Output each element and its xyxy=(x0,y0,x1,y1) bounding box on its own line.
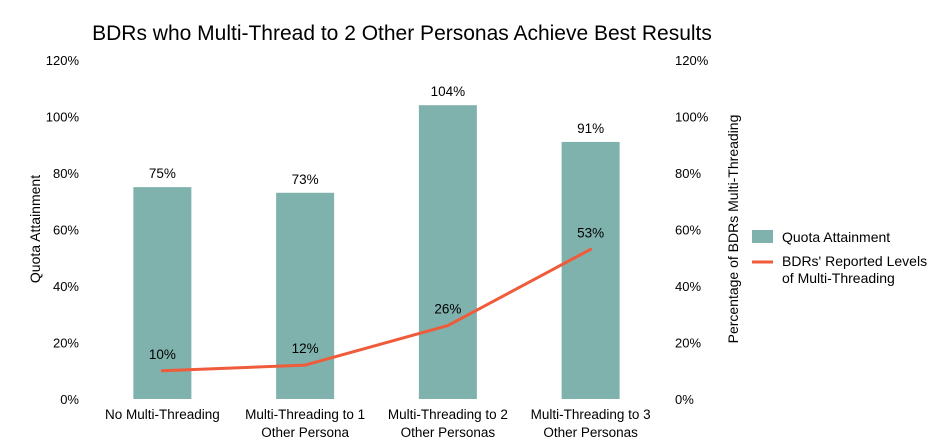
legend-label-line: of Multi-Threading xyxy=(782,270,895,286)
category-label: Multi-Threading to 1 xyxy=(245,407,365,422)
line-data-label: 26% xyxy=(434,302,461,317)
left-axis-title: Quota Attainment xyxy=(27,175,43,283)
category-label: Other Personas xyxy=(543,425,638,440)
right-axis: 0% 20% 40% 60% 80% 100% 120% xyxy=(675,53,709,407)
left-tick-label: 20% xyxy=(53,336,79,351)
left-tick-label: 120% xyxy=(46,53,80,68)
bar xyxy=(418,105,477,399)
left-tick-label: 80% xyxy=(53,166,79,181)
right-axis-title: Percentage of BDRs Multi-Threading xyxy=(725,115,741,344)
bar xyxy=(276,192,335,399)
category-axis: No Multi-Threading Multi-Threading to 1 Ot… xyxy=(105,407,651,440)
line-data-label: 10% xyxy=(149,347,176,362)
category-label: Multi-Threading to 2 xyxy=(388,407,508,422)
right-tick-label: 20% xyxy=(675,336,701,351)
line-data-label: 53% xyxy=(577,225,604,240)
right-tick-label: 60% xyxy=(675,223,701,238)
legend: Quota Attainment BDRs' Reported Levelsof … xyxy=(752,229,927,286)
right-tick-label: 0% xyxy=(675,392,694,407)
left-tick-label: 40% xyxy=(53,279,79,294)
chart-title: BDRs who Multi-Thread to 2 Other Persona… xyxy=(92,22,712,45)
bar-data-label: 91% xyxy=(577,121,604,136)
bar xyxy=(133,187,192,399)
left-axis: 0% 20% 40% 60% 80% 100% 120% xyxy=(46,53,80,407)
right-tick-label: 100% xyxy=(675,110,709,125)
bar-data-label: 73% xyxy=(292,172,319,187)
bar-data-label: 104% xyxy=(431,84,466,99)
legend-swatch-bar xyxy=(752,230,773,243)
series-line xyxy=(160,247,593,373)
category-label: Other Persona xyxy=(261,425,349,440)
category-label: Multi-Threading to 3 xyxy=(531,407,651,422)
left-tick-label: 100% xyxy=(46,110,80,125)
left-tick-label: 60% xyxy=(53,223,79,238)
right-tick-label: 40% xyxy=(675,279,701,294)
line-data-label: 12% xyxy=(292,341,319,356)
right-tick-label: 120% xyxy=(675,53,709,68)
line-series xyxy=(160,247,593,373)
line-data-labels: 10% 12% 26% 53% xyxy=(149,225,604,361)
category-label: No Multi-Threading xyxy=(105,407,220,422)
bar-data-labels: 75% 73% 104% 91% xyxy=(149,84,604,187)
left-tick-label: 0% xyxy=(60,392,79,407)
right-tick-label: 80% xyxy=(675,166,701,181)
bar xyxy=(561,141,620,400)
bar-series xyxy=(133,105,620,400)
bar-data-label: 75% xyxy=(149,166,176,181)
category-label: Other Personas xyxy=(401,425,496,440)
legend-label-bar: Quota Attainment xyxy=(782,229,890,245)
legend-label-line: BDRs' Reported Levels xyxy=(782,253,927,269)
